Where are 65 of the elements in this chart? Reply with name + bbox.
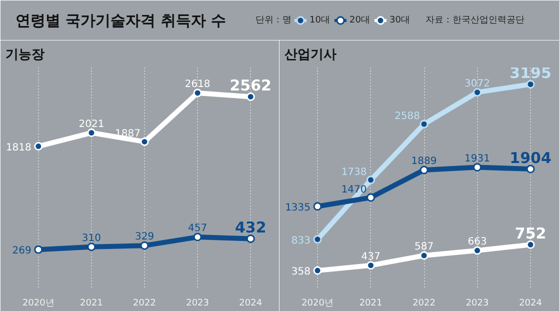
- data-label: 2618: [184, 78, 210, 90]
- x-tick-label: 2024: [239, 298, 262, 308]
- data-label: 269: [12, 246, 32, 257]
- legend-label: 20대: [350, 16, 370, 26]
- point: [313, 235, 322, 244]
- chart-subtitle: 기능장: [6, 48, 44, 62]
- point: [366, 261, 376, 270]
- data-label: 1335: [285, 202, 311, 214]
- point: [420, 251, 428, 260]
- point: [34, 142, 43, 151]
- data-label: 1904: [510, 149, 552, 168]
- data-label: 833: [291, 235, 311, 246]
- data-label: 1889: [411, 156, 437, 168]
- data-label: 310: [82, 232, 102, 244]
- data-label: 1931: [464, 153, 490, 164]
- data-label: 358: [291, 266, 311, 278]
- point: [420, 120, 428, 128]
- point: [526, 240, 535, 249]
- chart-title: 산업기사: [284, 48, 336, 62]
- legend-label: 10대: [310, 16, 330, 26]
- point: [366, 193, 376, 202]
- data-label: 432: [234, 218, 266, 237]
- x-tick-label: 2020년: [22, 298, 54, 308]
- data-label: 2021: [78, 118, 104, 130]
- data-label: 752: [514, 224, 546, 243]
- point: [193, 232, 202, 242]
- point: [526, 164, 535, 174]
- point: [87, 242, 96, 252]
- x-tick-label: 2023: [466, 298, 489, 308]
- point: [313, 202, 322, 211]
- x-tick-label: 2022: [133, 298, 156, 308]
- point: [140, 241, 149, 250]
- legend-label: 30대: [390, 16, 410, 26]
- data-label: 3072: [464, 78, 490, 90]
- data-label: 437: [361, 251, 380, 262]
- x-tick-label: 2022: [412, 298, 436, 308]
- text: 단위 : 명: [256, 16, 292, 26]
- data-label: 1818: [6, 142, 32, 154]
- point: [246, 234, 255, 243]
- point: [140, 137, 149, 146]
- data-label: 2588: [394, 111, 420, 122]
- point: [473, 163, 482, 172]
- chart-title: 연령별 국가기술자격 취득자 수: [16, 12, 226, 30]
- x-tick-label: 2023: [186, 298, 210, 308]
- point: [87, 128, 96, 138]
- x-tick-label: 2024: [519, 298, 542, 308]
- point: [193, 88, 202, 98]
- data-label: 587: [414, 242, 434, 253]
- point: [313, 266, 322, 275]
- text: 자료 : 한국산업인력공단: [426, 16, 524, 26]
- data-label: 1738: [341, 166, 367, 178]
- data-label: 329: [134, 232, 154, 243]
- point: [526, 80, 535, 88]
- data-label: 663: [468, 236, 487, 248]
- x-tick-label: 2021: [80, 298, 103, 308]
- data-label: 457: [188, 223, 208, 234]
- data-label: 2562: [230, 76, 272, 95]
- point: [473, 246, 482, 255]
- point: [473, 88, 482, 97]
- point: [420, 166, 428, 174]
- point: [246, 92, 255, 101]
- point: [366, 176, 376, 184]
- x-tick-label: 2021: [359, 298, 382, 308]
- point: [34, 245, 43, 254]
- x-tick-label: 2020년: [302, 298, 334, 308]
